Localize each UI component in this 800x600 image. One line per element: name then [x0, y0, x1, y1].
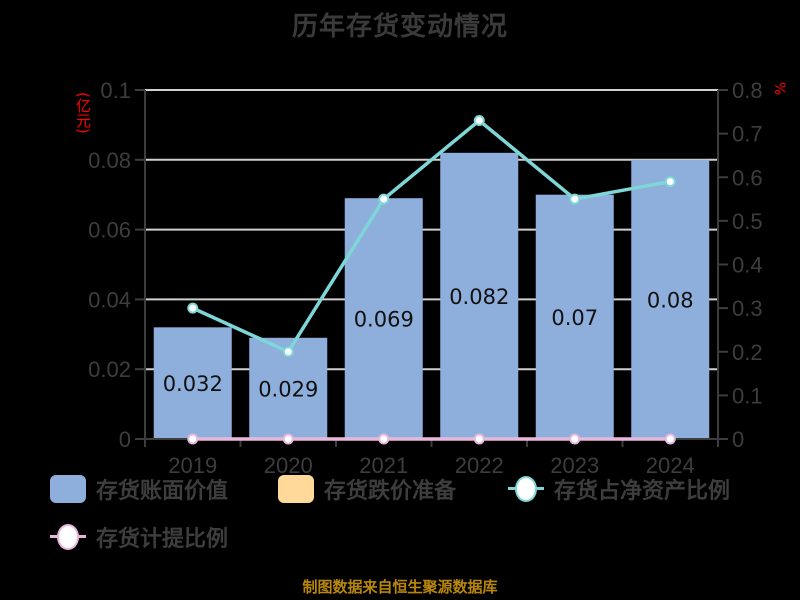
left-axis-tick-label: 0.02 — [88, 357, 131, 382]
legend-item-inventory-to-net-assets[interactable]: 存货占净资产比例 — [508, 470, 730, 508]
provision-ratio-point[interactable] — [282, 433, 294, 445]
x-axis-tick-label: 2021 — [359, 453, 408, 478]
provision-ratio-point[interactable] — [664, 433, 676, 445]
legend-swatch-bar-blue — [50, 475, 86, 503]
left-axis-tick-label: 0 — [119, 427, 131, 452]
data-source-note: 制图数据来自恒生聚源数据库 — [302, 578, 498, 596]
x-axis-tick-label: 2023 — [550, 453, 599, 478]
legend-swatch-bar-orange — [278, 475, 314, 503]
right-axis-tick-label: 0 — [732, 427, 744, 452]
right-axis-tick-label: 0.6 — [732, 165, 763, 190]
inventory-to-net-assets-point[interactable] — [569, 193, 581, 205]
left-axis-tick-label: 0.08 — [88, 148, 131, 173]
bar-inventory-value[interactable] — [535, 194, 614, 439]
legend-item-inventory-book-value[interactable]: 存货账面价值 — [50, 470, 228, 508]
right-axis-tick-label: 0.2 — [732, 340, 763, 365]
legend-item-provision-ratio[interactable]: 存货计提比例 — [50, 518, 228, 556]
inventory-to-net-assets-line — [192, 118, 671, 354]
x-axis-tick-label: 2019 — [168, 453, 217, 478]
bar-value-label: 0.08 — [647, 288, 694, 312]
bar-value-label: 0.069 — [354, 308, 414, 332]
right-axis-tick-label: 0.1 — [732, 383, 763, 408]
provision-ratio-point[interactable] — [187, 433, 199, 445]
x-axis-tick-label: 2022 — [455, 453, 504, 478]
right-axis-tick-label: 0.3 — [732, 296, 763, 321]
inventory-to-net-assets-point[interactable] — [282, 346, 294, 358]
inventory-to-net-assets-point[interactable] — [473, 115, 485, 127]
legend-label: 存货账面价值 — [96, 479, 229, 504]
provision-ratio-point[interactable] — [473, 433, 485, 445]
legend-label: 存货占净资产比例 — [554, 479, 731, 504]
inventory-to-net-assets-point[interactable] — [664, 176, 676, 188]
x-axis-tick-label: 2024 — [646, 453, 695, 478]
left-axis-tick-label: 0.1 — [100, 78, 131, 103]
chart-title: 历年存货变动情况 — [291, 12, 508, 42]
bar-inventory-value[interactable] — [153, 327, 232, 439]
bar-inventory-value[interactable] — [631, 159, 710, 440]
right-axis-tick-label: 0.5 — [732, 209, 763, 234]
legend-swatch-line-cyan-icon — [508, 475, 544, 503]
bar-inventory-value[interactable] — [440, 152, 519, 439]
provision-ratio-point[interactable] — [378, 433, 390, 445]
provision-ratio-point[interactable] — [569, 433, 581, 445]
bar-value-label: 0.029 — [258, 377, 318, 401]
inventory-to-net-assets-point[interactable] — [187, 302, 199, 314]
legend-label: 存货跌价准备 — [324, 479, 457, 504]
legend-item-inventory-impairment[interactable]: 存货跌价准备 — [278, 470, 456, 508]
legend-label: 存货计提比例 — [96, 527, 229, 552]
bar-value-label: 0.032 — [163, 372, 223, 396]
right-axis-tick-label: 0.8 — [732, 78, 763, 103]
x-axis-tick-label: 2020 — [264, 453, 313, 478]
bar-value-label: 0.082 — [449, 285, 509, 309]
bar-value-label: 0.07 — [551, 306, 598, 330]
left-axis-tick-label: 0.06 — [88, 218, 131, 243]
right-axis-tick-label: 0.4 — [732, 253, 763, 278]
inventory-to-net-assets-point[interactable] — [378, 193, 390, 205]
left-axis-unit: (亿元) — [74, 92, 92, 134]
right-axis-tick-label: 0.7 — [732, 122, 763, 147]
legend-swatch-line-pink-icon — [50, 523, 86, 551]
left-axis-tick-label: 0.04 — [88, 287, 131, 312]
